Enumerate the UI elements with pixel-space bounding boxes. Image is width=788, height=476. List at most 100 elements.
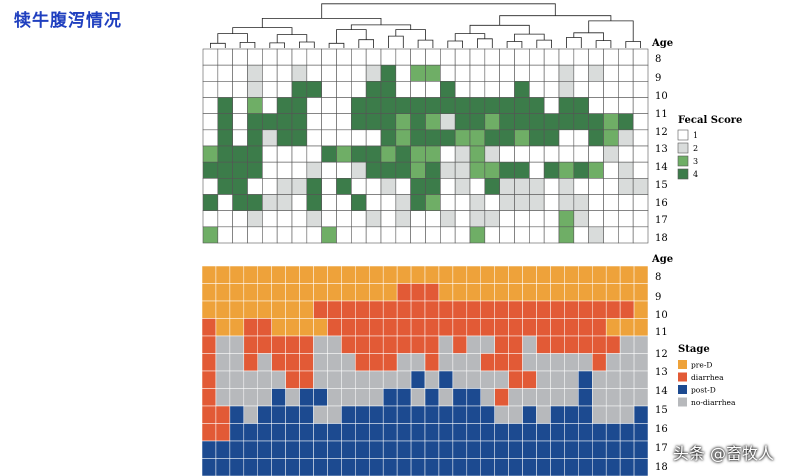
fecal-cell [365,161,382,179]
fecal-cell [247,64,263,82]
fecal-cell [618,178,634,195]
stage-cell [438,335,454,354]
stage-cell [271,283,286,302]
fecal-age-label: 16 [655,198,668,209]
fecal-cell [202,64,219,82]
fecal-cell [410,48,426,66]
stage-cell [215,283,231,302]
stage-legend-title: Stage [678,344,710,355]
stage-cell [285,388,300,407]
stage-cell [271,405,286,424]
fecal-cell [202,161,219,179]
fecal-cell [440,113,456,131]
fecal-cell [321,161,337,179]
fecal-cell [618,129,634,147]
fecal-cell [395,210,411,228]
fecal-cell [321,178,337,195]
stage-cell [313,423,328,442]
stage-cell [452,370,468,389]
fecal-cell [558,226,575,244]
stage-cell [313,458,328,476]
fecal-cell [365,178,382,195]
stage-cell [550,300,565,319]
stage-cell [536,283,551,302]
stage-cell [452,265,468,284]
stage-cell [480,423,495,442]
fecal-cell [484,48,500,66]
fecal-cell [632,48,649,66]
stage-cell [592,300,607,319]
stage-cell [396,370,412,389]
stage-cell [508,300,523,319]
stage-age-label: 13 [655,367,668,378]
fecal-cell [247,48,263,66]
stage-cell [215,318,231,337]
stage-cell [605,283,621,302]
fecal-cell [202,194,219,211]
fecal-cell [276,226,293,244]
dendrogram-branch [595,40,612,48]
stage-cell [327,423,342,442]
fecal-cell [306,194,322,211]
fecal-cell [454,64,471,82]
stage-cell [633,388,649,407]
stage-cell [396,335,412,354]
stage-cell [438,370,454,389]
fecal-cell [202,48,219,66]
stage-cell [327,440,342,459]
stage-cell [285,265,300,284]
fecal-cell [440,64,456,82]
fecal-cell [217,226,233,244]
fecal-cell [529,129,545,147]
fecal-cell [454,81,471,98]
fecal-cell [247,81,263,98]
fecal-cell [232,64,248,82]
fecal-cell [632,178,649,195]
stage-cell [424,423,440,442]
fecal-cell [262,226,278,244]
fecal-cell [529,64,545,82]
stage-cell [592,370,607,389]
fecal-cell [514,64,530,82]
stage-cell [355,423,370,442]
fecal-cell [469,81,486,98]
fecal-cell [291,97,308,114]
stage-cell [466,318,481,337]
stage-cell [341,458,356,476]
stage-age-label: 10 [655,310,668,321]
stage-cell [480,335,495,354]
stage-cell [452,283,468,302]
stage-cell [257,370,272,389]
stage-age-label: 17 [655,443,668,454]
stage-legend-label: no-diarrhea [691,398,736,407]
stage-cell [452,318,468,337]
stage-cell [257,335,272,354]
fecal-cell [202,210,219,228]
fecal-cell [306,161,322,179]
fecal-cell [276,194,293,211]
fecal-cell [232,226,248,244]
stage-cell [466,283,481,302]
fecal-cell [543,194,560,211]
fecal-cell [484,81,500,98]
fecal-cell [351,145,367,163]
fecal-cell [306,210,322,228]
fecal-cell [247,113,263,131]
fecal-cell [321,81,337,98]
stage-cell [355,388,370,407]
stage-cell [396,388,412,407]
stage-cell [536,353,551,372]
stage-cell [424,335,440,354]
fecal-cell [469,194,486,211]
stage-cell [410,335,426,354]
stage-cell [592,265,607,284]
fecal-cell [336,113,352,131]
stage-cell [229,405,245,424]
stage-cell [201,440,217,459]
fecal-cell [514,145,530,163]
stage-cell [201,423,217,442]
stage-cell [243,370,258,389]
fecal-cell [232,129,248,147]
fecal-cell [514,48,530,66]
stage-cell [452,353,468,372]
